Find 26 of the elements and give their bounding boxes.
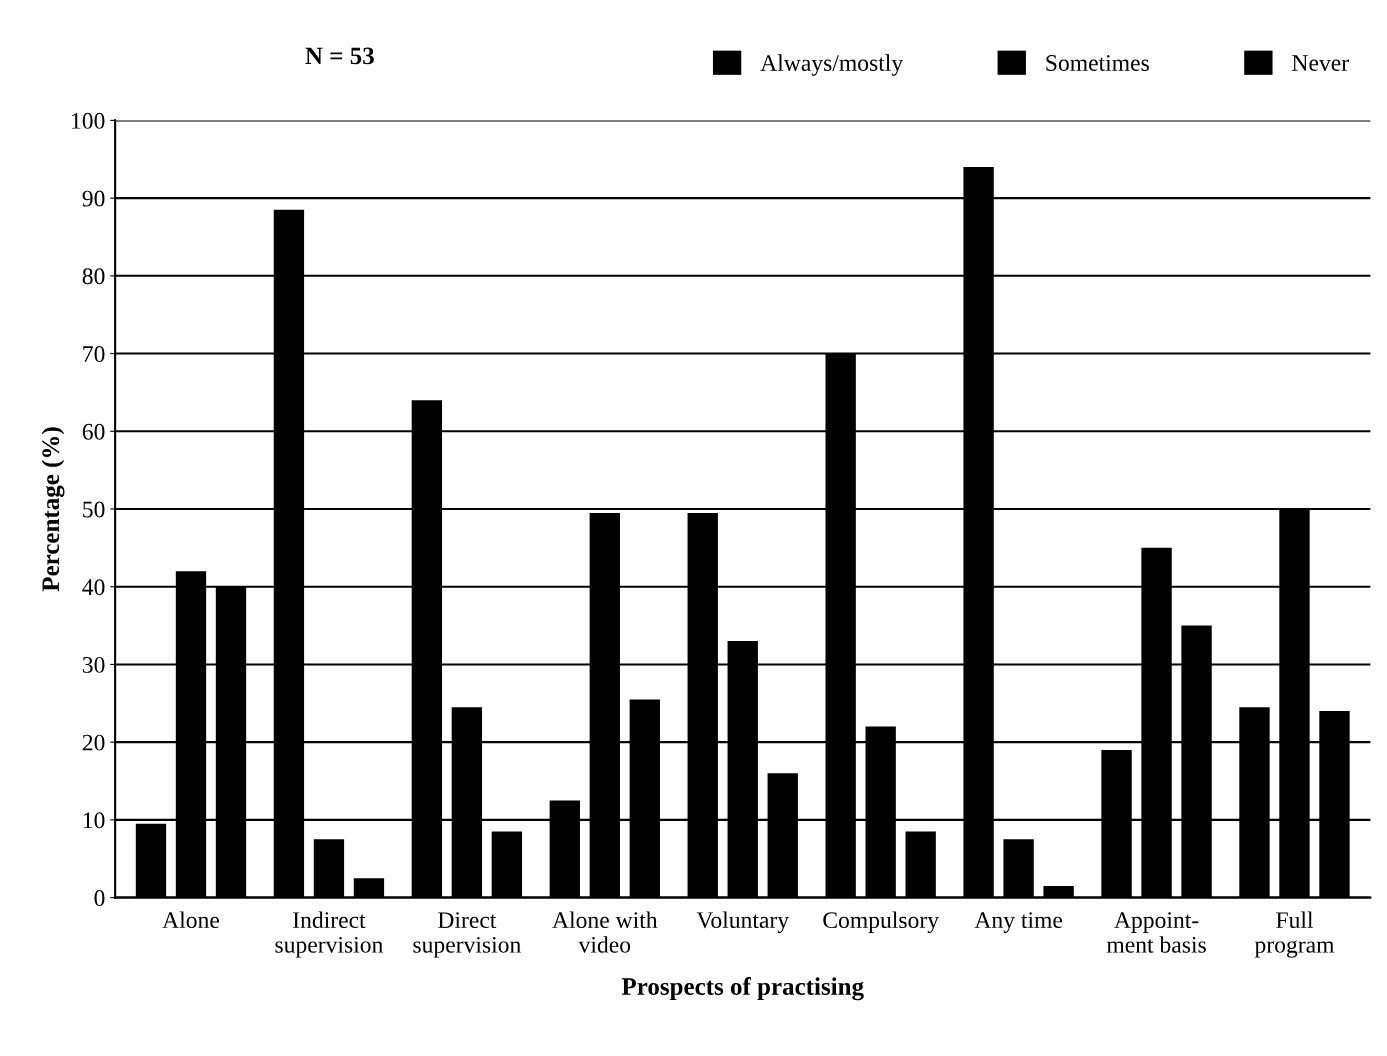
y-tick-label: 100: [72, 112, 105, 129]
x-tick-label: Voluntary: [696, 911, 789, 933]
legend-label: Sometimes: [1046, 55, 1149, 71]
x-tick-label: Appoint- ment basis: [1106, 912, 1206, 953]
y-tick-label: 60: [82, 423, 105, 440]
x-axis-title: Prospects of practising: [621, 977, 864, 1001]
text: N = 53: [305, 47, 374, 65]
x-tick-label: Alone: [162, 911, 220, 929]
y-tick-label: 80: [82, 268, 105, 285]
y-tick-label: 10: [83, 812, 105, 829]
x-tick-label: Full program: [1254, 911, 1335, 958]
x-tick-label: Indirect supervision: [275, 911, 383, 958]
y-axis-title: Percentage (%): [41, 427, 65, 592]
y-tick-label: 90: [82, 190, 105, 207]
y-tick-label: 30: [82, 656, 105, 673]
y-tick-label: 40: [82, 579, 105, 596]
x-tick-label: Alone with video: [552, 911, 658, 953]
y-tick-label: 50: [83, 501, 105, 518]
x-tick-label: Any time: [974, 912, 1063, 933]
x-tick-label: Direct supervision: [413, 912, 521, 958]
legend-label: Always/mostly: [760, 54, 904, 76]
y-tick-label: 70: [83, 346, 105, 362]
x-tick-label: Compulsory: [823, 911, 939, 933]
y-tick-label: 20: [82, 734, 105, 751]
y-tick-label: 0: [94, 890, 105, 907]
legend-label: Never: [1292, 55, 1349, 71]
